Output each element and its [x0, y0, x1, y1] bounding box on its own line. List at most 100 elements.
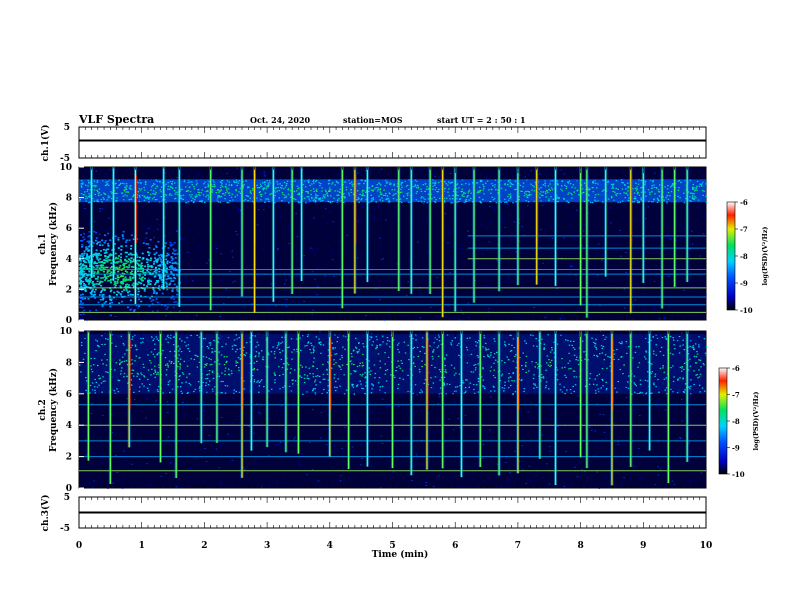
hiss-pixel	[99, 264, 102, 267]
hiss-pixel	[97, 283, 100, 285]
band-pixel	[324, 197, 326, 199]
band-pixel	[312, 180, 314, 183]
noise-speckle	[583, 215, 585, 217]
hiss-pixel	[127, 266, 130, 269]
band-pixel	[652, 201, 654, 203]
noise-speckle	[162, 487, 164, 489]
band-pixel	[89, 384, 92, 387]
band-pixel	[185, 190, 188, 192]
band-pixel	[220, 354, 223, 356]
noise-speckle	[86, 448, 89, 449]
hiss-pixel	[118, 276, 121, 279]
hiss-pixel	[168, 277, 171, 279]
hiss-pixel	[101, 281, 104, 283]
noise-speckle	[165, 472, 167, 474]
noise-speckle	[123, 259, 125, 261]
band-pixel	[696, 185, 698, 187]
band-pixel	[155, 191, 157, 193]
noise-speckle	[358, 218, 360, 220]
band-pixel	[168, 194, 171, 196]
band-pixel	[226, 191, 229, 193]
noise-speckle	[639, 211, 641, 213]
hiss-pixel	[111, 301, 114, 304]
band-pixel	[596, 375, 598, 377]
band-pixel	[168, 337, 170, 339]
hiss-pixel	[83, 261, 86, 263]
band-pixel	[377, 188, 380, 190]
hiss-pixel	[114, 286, 117, 289]
noise-speckle	[154, 443, 157, 445]
band-pixel	[93, 386, 96, 388]
band-pixel	[611, 197, 613, 199]
band-pixel	[650, 392, 652, 394]
hiss-pixel	[82, 302, 84, 305]
band-pixel	[431, 364, 433, 366]
band-pixel	[528, 190, 530, 193]
band-pixel	[448, 188, 450, 190]
band-pixel	[223, 364, 226, 366]
noise-speckle	[327, 419, 330, 421]
noise-speckle	[643, 293, 646, 295]
noise-speckle	[400, 285, 403, 287]
band-pixel	[477, 380, 480, 383]
noise-speckle	[515, 447, 517, 449]
noise-speckle	[187, 298, 189, 300]
band-pixel	[591, 202, 594, 204]
noise-speckle	[474, 214, 477, 216]
band-pixel	[620, 342, 622, 345]
hiss-pixel	[80, 281, 83, 284]
band-pixel	[569, 183, 572, 185]
band-pixel	[89, 189, 92, 191]
noise-speckle	[436, 317, 438, 319]
band-pixel	[682, 344, 684, 346]
band-pixel	[182, 373, 185, 375]
noise-speckle	[272, 436, 274, 438]
band-pixel	[400, 184, 402, 186]
band-pixel	[487, 348, 490, 350]
noise-speckle	[152, 238, 154, 240]
noise-speckle	[307, 287, 309, 289]
band-pixel	[138, 188, 140, 190]
band-pixel	[267, 184, 270, 186]
band-pixel	[541, 338, 543, 340]
hiss-pixel	[149, 297, 152, 300]
band-pixel	[329, 201, 332, 203]
noise-speckle	[144, 245, 146, 246]
band-pixel	[258, 381, 261, 384]
noise-speckle	[524, 176, 526, 178]
noise-speckle	[464, 414, 467, 416]
noise-speckle	[308, 285, 310, 287]
noise-speckle	[352, 414, 355, 416]
hiss-pixel	[96, 243, 99, 245]
band-pixel	[621, 179, 623, 181]
band-pixel	[253, 202, 255, 204]
band-pixel	[552, 198, 555, 200]
noise-speckle	[95, 170, 98, 172]
hiss-pixel	[103, 288, 106, 291]
band-pixel	[693, 187, 695, 189]
noise-speckle	[263, 209, 265, 211]
hiss-pixel	[163, 235, 166, 237]
noise-speckle	[434, 176, 436, 178]
noise-speckle	[129, 301, 131, 303]
band-pixel	[640, 197, 642, 199]
hiss-pixel	[89, 264, 92, 266]
band-pixel	[226, 202, 228, 204]
band-pixel	[361, 198, 363, 200]
noise-speckle	[104, 332, 106, 334]
hiss-pixel	[146, 264, 149, 266]
noise-speckle	[96, 481, 98, 483]
hiss-pixel	[129, 279, 132, 281]
band-pixel	[634, 196, 636, 198]
band-pixel	[399, 191, 401, 193]
hiss-pixel	[138, 277, 141, 280]
band-pixel	[371, 200, 373, 202]
band-pixel	[674, 200, 677, 202]
band-pixel	[491, 196, 493, 198]
noise-speckle	[208, 467, 211, 469]
noise-speckle	[177, 393, 179, 395]
band-pixel	[117, 379, 120, 381]
hiss-pixel	[139, 256, 141, 259]
band-pixel	[177, 386, 179, 388]
band-pixel	[316, 188, 318, 190]
